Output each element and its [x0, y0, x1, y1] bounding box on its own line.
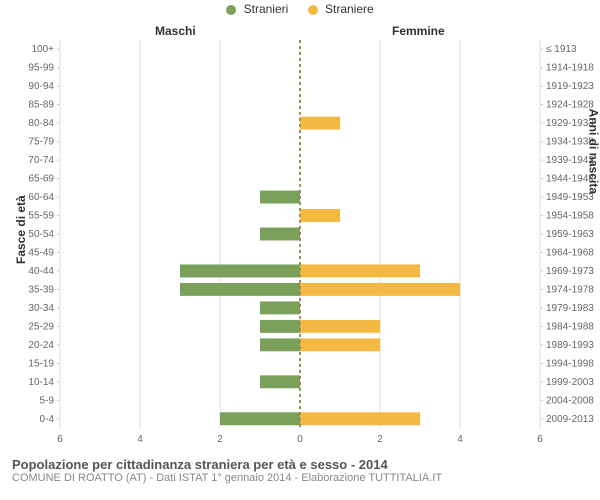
y-axis-title-right: Anni di nascita: [586, 109, 600, 194]
svg-text:35-39: 35-39: [28, 284, 54, 295]
svg-text:10-14: 10-14: [28, 377, 54, 388]
legend-label-female: Straniere: [325, 2, 374, 16]
svg-text:1989-1993: 1989-1993: [546, 340, 594, 351]
legend-item-female: Straniere: [308, 2, 374, 16]
chart-title: Popolazione per cittadinanza straniera p…: [12, 457, 588, 472]
legend-swatch-female: [308, 5, 318, 15]
svg-text:95-99: 95-99: [28, 63, 54, 74]
svg-text:1914-1918: 1914-1918: [546, 63, 594, 74]
chart-subtitle: COMUNE DI ROATTO (AT) - Dati ISTAT 1° ge…: [12, 472, 588, 484]
svg-text:1919-1923: 1919-1923: [546, 81, 594, 92]
legend: Stranieri Straniere: [0, 2, 600, 16]
svg-text:90-94: 90-94: [28, 81, 54, 92]
svg-text:6: 6: [537, 434, 543, 445]
svg-text:2004-2008: 2004-2008: [546, 395, 594, 406]
svg-text:25-29: 25-29: [28, 321, 54, 332]
svg-text:0-4: 0-4: [40, 414, 55, 425]
svg-text:1979-1983: 1979-1983: [546, 303, 594, 314]
svg-text:1974-1978: 1974-1978: [546, 284, 594, 295]
svg-text:55-59: 55-59: [28, 211, 54, 222]
svg-text:75-79: 75-79: [28, 137, 54, 148]
svg-text:4: 4: [457, 434, 463, 445]
svg-text:1964-1968: 1964-1968: [546, 247, 594, 258]
svg-text:1994-1998: 1994-1998: [546, 358, 594, 369]
legend-item-male: Stranieri: [226, 2, 291, 16]
svg-text:4: 4: [137, 434, 143, 445]
svg-text:6: 6: [57, 434, 63, 445]
svg-text:30-34: 30-34: [28, 303, 54, 314]
svg-text:≤ 1913: ≤ 1913: [546, 44, 577, 55]
svg-text:45-49: 45-49: [28, 247, 54, 258]
svg-text:2009-2013: 2009-2013: [546, 414, 594, 425]
svg-text:85-89: 85-89: [28, 100, 54, 111]
svg-text:1969-1973: 1969-1973: [546, 266, 594, 277]
chart-container: Stranieri Straniere Maschi Femmine Fasce…: [0, 0, 600, 500]
legend-label-male: Stranieri: [244, 2, 289, 16]
svg-text:1984-1988: 1984-1988: [546, 321, 594, 332]
svg-text:60-64: 60-64: [28, 192, 54, 203]
svg-text:50-54: 50-54: [28, 229, 54, 240]
svg-text:15-19: 15-19: [28, 358, 54, 369]
svg-text:65-69: 65-69: [28, 174, 54, 185]
svg-text:2: 2: [377, 434, 383, 445]
svg-text:100+: 100+: [31, 44, 54, 55]
side-title-female: Femmine: [392, 24, 445, 38]
svg-text:5-9: 5-9: [40, 395, 55, 406]
svg-text:40-44: 40-44: [28, 266, 54, 277]
side-title-male: Maschi: [155, 24, 196, 38]
svg-text:1959-1963: 1959-1963: [546, 229, 594, 240]
svg-text:80-84: 80-84: [28, 118, 54, 129]
svg-text:1954-1958: 1954-1958: [546, 211, 594, 222]
y-axis-title-left: Fasce di età: [14, 195, 28, 264]
svg-text:20-24: 20-24: [28, 340, 54, 351]
svg-text:1999-2003: 1999-2003: [546, 377, 594, 388]
svg-text:0: 0: [297, 434, 303, 445]
svg-text:70-74: 70-74: [28, 155, 54, 166]
svg-text:2: 2: [217, 434, 223, 445]
chart-footer: Popolazione per cittadinanza straniera p…: [12, 457, 588, 484]
legend-swatch-male: [226, 5, 236, 15]
pyramid-svg: 0 2 2 4 4 6 6 100+ ≤ 1913 95-99 1914-1918 90-94 1919…: [0, 0, 600, 460]
